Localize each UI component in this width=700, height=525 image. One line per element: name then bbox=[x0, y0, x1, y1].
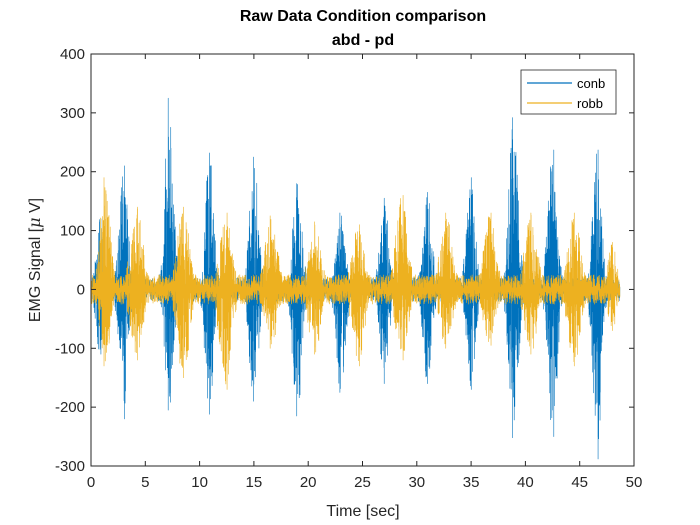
legend-label-robb: robb bbox=[577, 96, 603, 111]
x-tick-label: 25 bbox=[354, 474, 371, 491]
y-axis-label-suffix: V] bbox=[27, 198, 44, 218]
x-tick-label: 15 bbox=[246, 474, 263, 491]
y-axis-label: EMG Signal [μ V] bbox=[25, 198, 44, 322]
x-tick-label: 50 bbox=[626, 474, 643, 491]
legend-box bbox=[520, 69, 617, 115]
x-tick-label: 45 bbox=[571, 474, 588, 491]
x-tick-label: 0 bbox=[87, 474, 95, 491]
y-tick-label: -300 bbox=[55, 458, 85, 475]
x-tick-label: 5 bbox=[141, 474, 149, 491]
x-tick-label: 10 bbox=[191, 474, 208, 491]
legend-label-conb: conb bbox=[577, 76, 605, 91]
x-tick-label: 30 bbox=[408, 474, 425, 491]
series-layer bbox=[91, 97, 621, 460]
legend: conb robb bbox=[520, 69, 617, 115]
y-tick-label: -200 bbox=[55, 399, 85, 416]
y-axis-ticks: -300 -200 -100 0 100 200 300 400 bbox=[55, 46, 634, 475]
chart-subtitle: abd - pd bbox=[332, 32, 394, 49]
y-tick-label: 0 bbox=[77, 281, 85, 298]
y-tick-label: 100 bbox=[60, 223, 85, 240]
y-axis-label-mu: μ bbox=[25, 217, 44, 227]
x-tick-label: 40 bbox=[517, 474, 534, 491]
y-tick-label: 300 bbox=[60, 105, 85, 122]
x-tick-label: 35 bbox=[463, 474, 480, 491]
y-tick-label: -100 bbox=[55, 340, 85, 357]
y-tick-label: 400 bbox=[60, 46, 85, 63]
x-axis-label: Time [sec] bbox=[326, 503, 399, 520]
series-line-robb bbox=[91, 177, 621, 390]
x-tick-label: 20 bbox=[300, 474, 317, 491]
chart-title: Raw Data Condition comparison bbox=[240, 8, 486, 25]
y-tick-label: 200 bbox=[60, 164, 85, 181]
y-axis-label-prefix: EMG Signal [ bbox=[27, 227, 44, 322]
x-axis-ticks: 0 5 10 15 20 25 30 35 40 45 50 bbox=[87, 54, 643, 491]
